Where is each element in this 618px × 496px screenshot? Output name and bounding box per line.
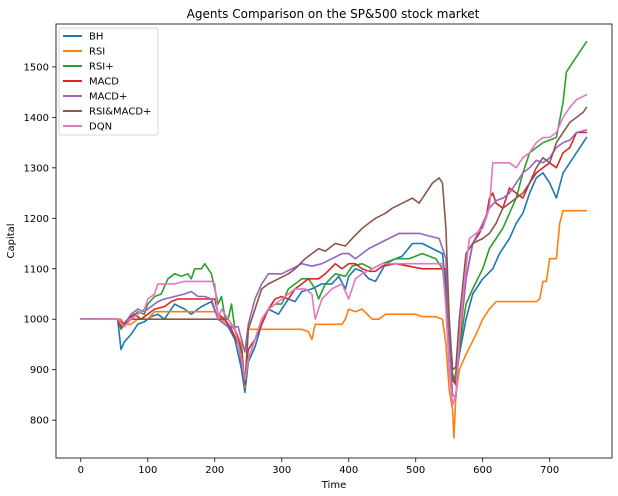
legend-label: BH (89, 32, 103, 43)
legend-label: RSI+ (89, 62, 114, 73)
series-line-rsi (80, 209, 588, 439)
y-axis-label: Capital (6, 223, 17, 258)
x-tick-label: 500 (406, 465, 425, 476)
x-tick-label: 200 (205, 465, 224, 476)
y-tick-label: 1200 (24, 214, 49, 225)
series-line-rsi- (80, 40, 588, 386)
axes-layer: 0 100 200 300 400 500 600 700 800 900 1000 1100 1200… (24, 62, 560, 476)
x-tick-label: 600 (473, 465, 492, 476)
x-axis-label: Time (321, 480, 346, 491)
series-line-dqn (80, 93, 588, 406)
legend-label: DQN (89, 122, 112, 133)
legend-label: RSI&MACD+ (89, 107, 151, 118)
y-tick-label: 1100 (24, 264, 49, 275)
series-line-bh (80, 136, 588, 394)
y-tick-label: 900 (30, 365, 49, 376)
legend-label: MACD+ (89, 92, 127, 103)
series-line-macd- (80, 129, 588, 399)
y-tick-label: 800 (30, 416, 49, 427)
legend: BH RSI RSI+ MACD MACD+ RSI&MACD+ DQN (58, 27, 159, 136)
y-tick-label: 1000 (24, 315, 49, 326)
y-tick-label: 1300 (24, 163, 49, 174)
series-layer (80, 40, 588, 439)
y-tick-label: 1400 (24, 113, 49, 124)
series-line-rsi-macd- (80, 106, 588, 386)
x-tick-label: 100 (138, 465, 157, 476)
legend-box (58, 27, 159, 136)
plot-frame (55, 23, 613, 459)
y-tick-label: 1500 (24, 62, 49, 73)
legend-label: RSI (89, 47, 105, 58)
chart-title: Agents Comparison on the SP&500 stock ma… (187, 7, 480, 21)
x-tick-label: 700 (540, 465, 559, 476)
x-tick-label: 0 (78, 465, 84, 476)
x-tick-label: 300 (272, 465, 291, 476)
legend-label: MACD (89, 77, 119, 88)
x-tick-label: 400 (339, 465, 358, 476)
